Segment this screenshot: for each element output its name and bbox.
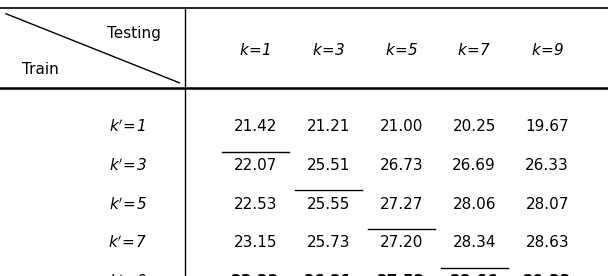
Text: 28.63: 28.63 (525, 235, 569, 250)
Text: Testing: Testing (106, 26, 161, 41)
Text: 25.51: 25.51 (306, 158, 350, 173)
Text: 25.73: 25.73 (306, 235, 350, 250)
Text: 20.25: 20.25 (452, 120, 496, 134)
Text: 25.55: 25.55 (306, 197, 350, 212)
Text: 23.15: 23.15 (233, 235, 277, 250)
Text: 26.33: 26.33 (525, 158, 569, 173)
Text: $k'\!=\!$3: $k'\!=\!$3 (109, 157, 147, 174)
Text: 21.21: 21.21 (306, 120, 350, 134)
Text: 19.67: 19.67 (525, 120, 569, 134)
Text: 27.27: 27.27 (379, 197, 423, 212)
Text: $k'\!=\!$5: $k'\!=\!$5 (109, 196, 147, 213)
Text: Train: Train (22, 62, 59, 76)
Text: $k\!=\!$1: $k\!=\!$1 (240, 42, 271, 58)
Text: 22.07: 22.07 (233, 158, 277, 173)
Text: 23.22: 23.22 (231, 274, 280, 276)
Text: 28.66: 28.66 (450, 274, 499, 276)
Text: $k\!=\!$9: $k\!=\!$9 (531, 42, 564, 58)
Text: $k\!=\!$3: $k\!=\!$3 (312, 42, 345, 58)
Text: 21.42: 21.42 (233, 120, 277, 134)
Text: 29.33: 29.33 (523, 274, 572, 276)
Text: 21.00: 21.00 (379, 120, 423, 134)
Text: $k\!=\!$7: $k\!=\!$7 (457, 42, 491, 58)
Text: 22.53: 22.53 (233, 197, 277, 212)
Text: $k'\!=\!$1: $k'\!=\!$1 (109, 119, 146, 135)
Text: 27.52: 27.52 (377, 274, 426, 276)
Text: $k'\!=\!$9: $k'\!=\!$9 (109, 273, 147, 276)
Text: $k\!=\!$5: $k\!=\!$5 (384, 42, 418, 58)
Text: 26.69: 26.69 (452, 158, 496, 173)
Text: 26.21: 26.21 (304, 274, 353, 276)
Text: 28.34: 28.34 (452, 235, 496, 250)
Text: 26.73: 26.73 (379, 158, 423, 173)
Text: $k'\!=\!$7: $k'\!=\!$7 (108, 235, 147, 251)
Text: 28.06: 28.06 (452, 197, 496, 212)
Text: 28.07: 28.07 (525, 197, 569, 212)
Text: 27.20: 27.20 (379, 235, 423, 250)
